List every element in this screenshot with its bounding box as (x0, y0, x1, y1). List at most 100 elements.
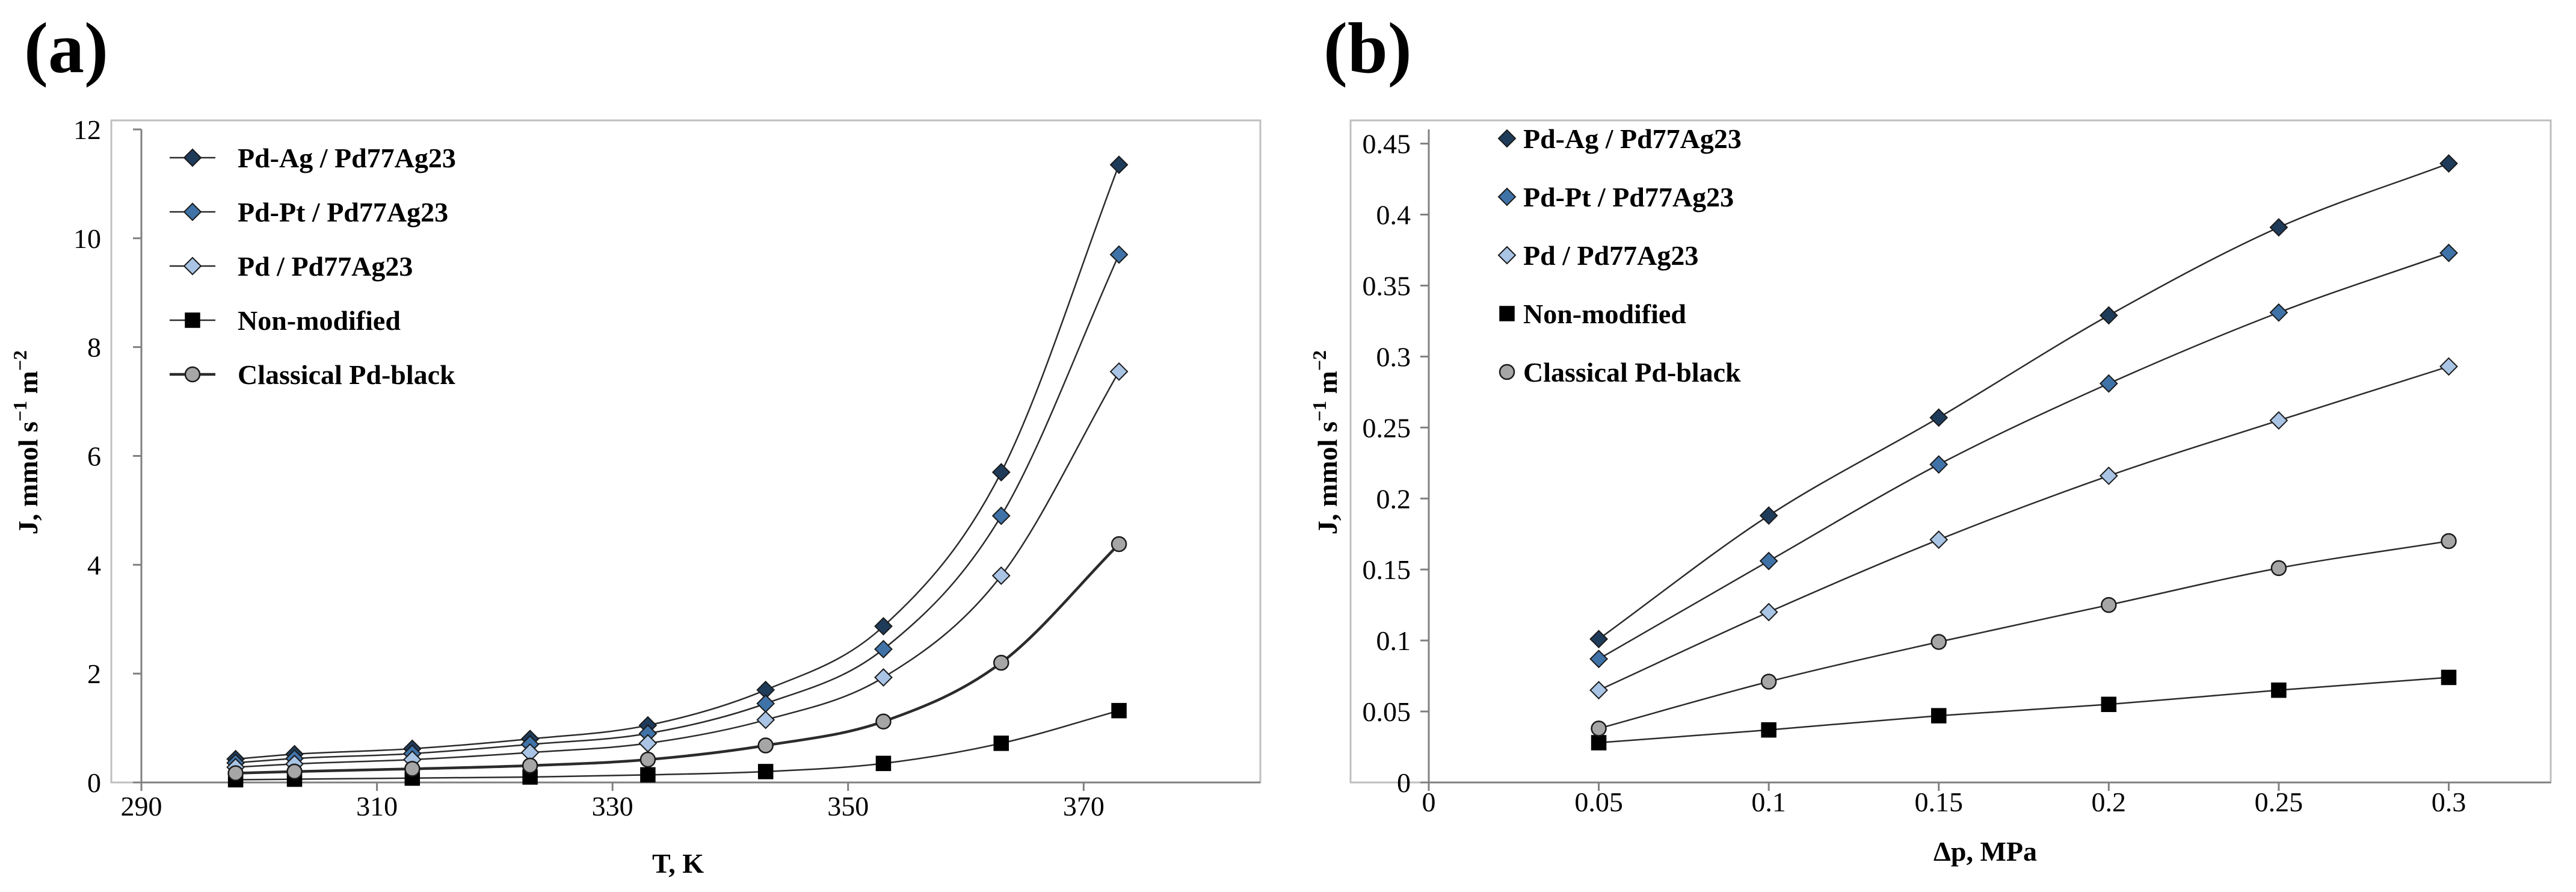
y-tick-label: 0.2 (1376, 483, 1411, 514)
y-tick-label: 0.45 (1363, 129, 1411, 160)
legend-item: Non-modified (170, 305, 401, 336)
y-tick-label: 0.3 (1376, 341, 1411, 372)
data-point (286, 763, 303, 780)
legend-marker (1497, 246, 1517, 265)
data-point (2271, 682, 2287, 698)
legend-marker (183, 148, 202, 167)
data-point (2269, 411, 2288, 430)
series-curve (1598, 540, 2449, 729)
legend-label: Pd / Pd77Ag23 (238, 251, 413, 282)
data-point (1761, 722, 1776, 738)
data-point (1589, 649, 1608, 669)
panel-label-a: (a) (24, 8, 108, 88)
data-point (522, 757, 538, 774)
data-point (404, 761, 421, 777)
y-axis-title-base-b: J, mmol s (1312, 421, 1343, 534)
y-axis-title-mid-a: m (13, 371, 43, 401)
data-point (2441, 669, 2457, 686)
axes-a (133, 128, 1260, 791)
data-point (1109, 362, 1129, 381)
data-point (1111, 702, 1127, 719)
panel-label-b: (b) (1323, 8, 1412, 88)
x-axis-title-a: T, K (652, 848, 704, 879)
y-axis-title-sup1-b: −1 (1308, 401, 1330, 421)
y-tick-label: 0.4 (1376, 200, 1411, 231)
legend-item: Pd / Pd77Ag23 (170, 251, 413, 282)
data-point (2099, 374, 2118, 393)
data-point (1589, 681, 1608, 700)
x-tick-label: 350 (827, 791, 869, 822)
data-point (874, 640, 893, 658)
data-point (1929, 530, 1949, 550)
data-point (640, 767, 656, 783)
x-tick-label: 0.3 (2432, 787, 2467, 817)
legend-label: Pd-Ag / Pd77Ag23 (238, 143, 456, 173)
data-point (875, 713, 892, 729)
x-tick-label: 310 (356, 791, 398, 822)
data-point (2101, 596, 2117, 613)
data-point (2439, 357, 2458, 376)
data-point (874, 668, 893, 687)
data-point (1591, 735, 1607, 751)
data-point (1111, 536, 1127, 553)
data-point (639, 751, 656, 768)
y-axis-title-a: J, mmol s−1 m−2 (9, 350, 43, 534)
data-point (1929, 455, 1949, 474)
y-axis-title-b: J, mmol s−1 m−2 (1308, 350, 1343, 534)
series-curve (235, 710, 1120, 781)
series-b (1589, 154, 2458, 751)
series-curve (1598, 365, 2449, 691)
data-point (991, 463, 1011, 482)
x-tick-label: 290 (121, 791, 162, 822)
legend-a: Pd-Ag / Pd77Ag23 Pd-Pt / Pd77Ag23 Pd / Pd7… (170, 143, 456, 390)
legend-item: Classical Pd-black (1499, 357, 1741, 388)
panel-b: (b) 0 0.05 0.1 0.15 0.2 0.25 0.3 0 0.05 0.1 0.15 0.… (1308, 8, 2552, 867)
series-pd-pd77ag23 (1589, 357, 2458, 700)
series-a (226, 155, 1129, 788)
data-point (875, 755, 892, 772)
data-point (1109, 245, 1129, 264)
y-axis-title-sup1-a: −1 (9, 401, 31, 421)
legend-marker (1497, 187, 1517, 206)
legend-marker (183, 202, 202, 221)
y-axis-title-mid-b: m (1312, 371, 1343, 401)
x-tick-label: 0.1 (1751, 787, 1786, 817)
legend-marker (1497, 129, 1517, 148)
series-curve (1598, 163, 2449, 640)
legend-item: Pd / Pd77Ag23 (1497, 240, 1698, 271)
data-point (756, 710, 775, 729)
series-curve (235, 543, 1120, 775)
x-tick-label: 370 (1063, 791, 1105, 822)
series-curve (1598, 252, 2449, 660)
y-tick-label: 10 (73, 223, 101, 254)
legend-label: Classical Pd-black (238, 359, 455, 390)
y-tick-label: 0.1 (1376, 625, 1411, 656)
data-point (991, 566, 1011, 585)
y-tick-label: 6 (87, 441, 101, 472)
x-tick-label: 0 (1422, 787, 1436, 817)
legend-item: Pd-Ag / Pd77Ag23 (1497, 123, 1742, 154)
x-tick-label: 0.05 (1574, 787, 1623, 817)
y-axis-title-sup2-b: −2 (1308, 350, 1330, 371)
legend-item: Non-modified (1499, 299, 1686, 329)
data-point (2441, 533, 2457, 550)
y-tick-label: 0.25 (1363, 412, 1411, 443)
data-point (2439, 154, 2458, 173)
data-point (1760, 674, 1777, 690)
data-point (874, 617, 893, 636)
legend-label: Pd-Pt / Pd77Ag23 (1523, 182, 1734, 212)
x-tick-label: 330 (592, 791, 633, 822)
y-axis-title-sup2-a: −2 (9, 350, 31, 371)
data-point (757, 764, 774, 779)
x-tick-label: 0.15 (1914, 787, 1963, 817)
data-point (2269, 303, 2288, 322)
y-tick-label: 0.05 (1363, 696, 1411, 727)
x-tick-label: 0.25 (2255, 787, 2303, 817)
data-point (2269, 218, 2288, 237)
x-axis-title-b: Δp, MPa (1934, 836, 2037, 867)
y-tick-label: 12 (73, 114, 101, 145)
data-point (1589, 630, 1608, 649)
y-axis-title-base-a: J, mmol s (13, 421, 43, 534)
legend-label: Pd-Ag / Pd77Ag23 (1523, 123, 1742, 154)
